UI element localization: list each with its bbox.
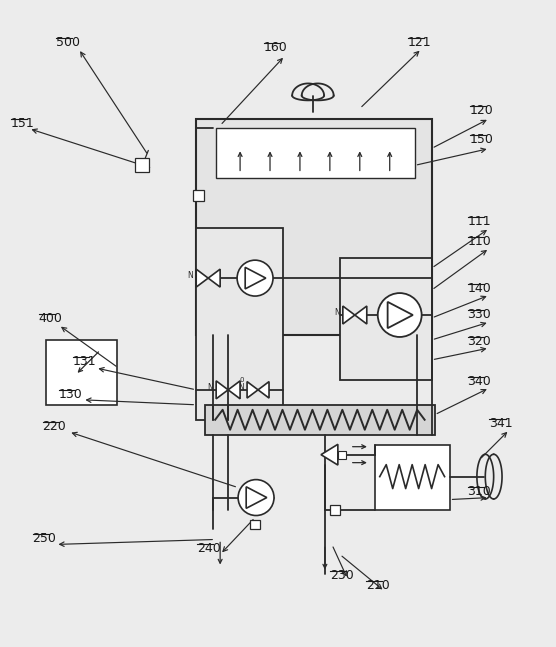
Circle shape [237,260,273,296]
Bar [375,444,450,510]
Text: 0: 0 [239,377,244,383]
Text: 150: 150 [469,133,493,146]
Polygon shape [388,302,413,328]
Bar [193,190,203,201]
Polygon shape [258,382,269,398]
Text: 320: 320 [468,335,492,348]
Text: N: N [334,308,340,317]
Text: 240: 240 [197,542,221,556]
Text: N: N [207,383,213,392]
Polygon shape [321,444,338,465]
Bar [135,159,150,172]
Circle shape [378,293,421,337]
Text: 310: 310 [468,485,492,498]
Bar [330,505,340,514]
Text: 250: 250 [33,532,57,545]
Bar [216,129,415,179]
Polygon shape [246,487,267,509]
Text: 120: 120 [469,104,493,116]
Bar [46,340,117,405]
Polygon shape [343,306,355,324]
Polygon shape [208,269,220,287]
Text: 400: 400 [38,312,62,325]
Text: 230: 230 [330,569,354,582]
Text: N: N [239,383,245,392]
Bar [338,451,346,459]
Polygon shape [247,382,258,398]
Text: 151: 151 [11,116,34,129]
Text: 210: 210 [366,579,390,593]
Polygon shape [196,269,208,287]
Polygon shape [245,267,266,289]
Text: 220: 220 [43,420,66,433]
Text: 341: 341 [489,417,513,430]
Text: 130: 130 [58,388,82,401]
Polygon shape [228,381,240,399]
Bar [340,258,431,380]
Bar [196,228,283,420]
Text: N: N [187,271,193,280]
Text: 111: 111 [468,215,491,228]
Text: 110: 110 [468,236,492,248]
Bar [250,520,260,529]
Text: 330: 330 [468,308,492,321]
Text: 131: 131 [72,355,96,368]
Bar [205,405,435,435]
Text: 121: 121 [408,36,431,49]
Text: 160: 160 [264,41,288,54]
Text: 340: 340 [468,375,492,388]
Text: 140: 140 [468,282,492,295]
Circle shape [238,479,274,516]
Text: 500: 500 [56,36,80,49]
Bar [196,118,431,335]
Polygon shape [216,381,228,399]
Polygon shape [355,306,367,324]
